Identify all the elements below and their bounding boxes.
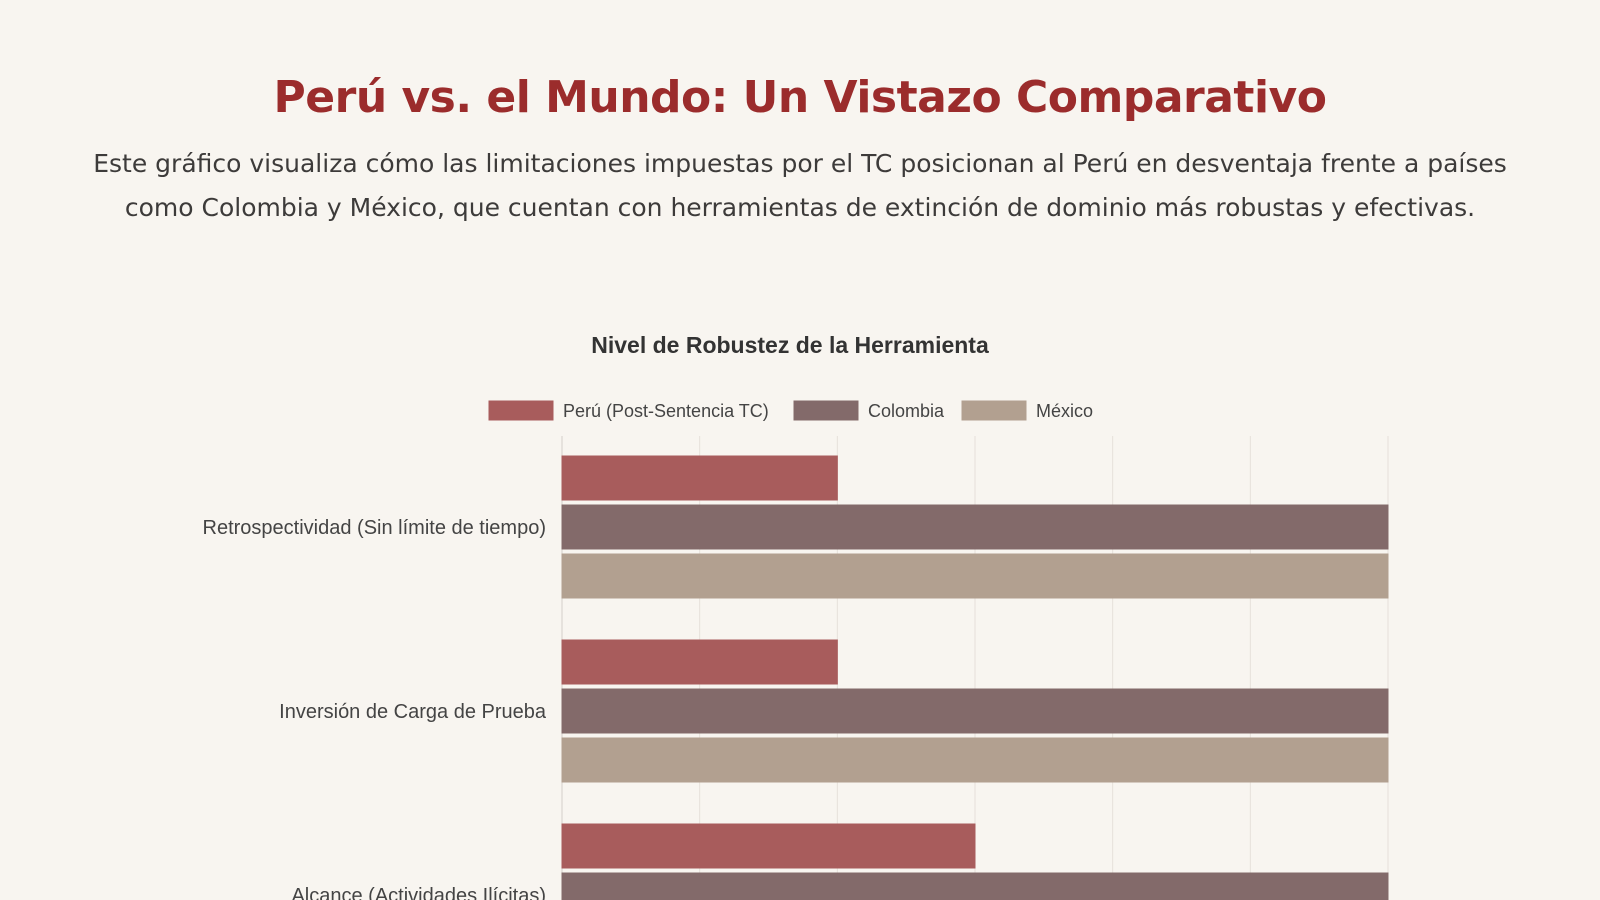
legend-swatch-colombia[interactable]	[793, 400, 859, 421]
legend-label-peru-post-sentencia-tc[interactable]: Perú (Post-Sentencia TC)	[563, 401, 769, 421]
category-label: Inversión de Carga de Prueba	[279, 701, 547, 723]
category-label: Alcance (Actividades Ilícitas)	[291, 885, 546, 900]
chart-bars	[561, 455, 1389, 900]
chart-title: Nivel de Robustez de la Herramienta	[591, 332, 989, 358]
bar-colombia-retrospectividad-sin-limite-de-tiempo	[561, 504, 1389, 550]
legend-swatch-mexico[interactable]	[961, 400, 1027, 421]
legend-label-mexico[interactable]: México	[1036, 401, 1093, 421]
bar-peru-post-sentencia-tc-alcance-actividades-ilicitas	[561, 823, 976, 869]
bar-colombia-alcance-actividades-ilicitas	[561, 872, 1389, 900]
robustness-bar-chart: Nivel de Robustez de la Herramienta Perú…	[203, 332, 1389, 900]
bar-colombia-inversion-de-carga-de-prueba	[561, 688, 1389, 734]
legend-label-colombia[interactable]: Colombia	[868, 401, 945, 421]
bar-mexico-inversion-de-carga-de-prueba	[561, 737, 1389, 783]
legend-swatch-peru-post-sentencia-tc[interactable]	[488, 400, 554, 421]
page-heading: Perú vs. el Mundo: Un Vistazo Comparativ…	[273, 72, 1327, 123]
chart-category-labels: Retrospectividad (Sin límite de tiempo) I…	[203, 517, 547, 900]
bar-peru-post-sentencia-tc-inversion-de-carga-de-prueba	[561, 639, 838, 685]
chart-legend[interactable]: Perú (Post-Sentencia TC) Colombia México	[488, 400, 1093, 421]
page-intro: Este gráfico visualiza cómo las limitaci…	[93, 149, 1507, 222]
bar-peru-post-sentencia-tc-retrospectividad-sin-limite-de-tiempo	[561, 455, 838, 501]
category-label: Retrospectividad (Sin límite de tiempo)	[203, 517, 546, 539]
bar-mexico-retrospectividad-sin-limite-de-tiempo	[561, 553, 1389, 599]
